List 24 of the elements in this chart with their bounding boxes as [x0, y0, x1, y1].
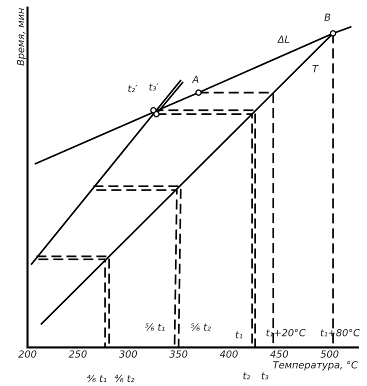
x-tick-label: 250: [68, 350, 87, 358]
annotation: ⁴⁄₆ t₁: [87, 374, 106, 382]
annotation: ⁵⁄₆ t₂: [190, 323, 211, 331]
annotation: t₁+20°C: [266, 328, 306, 336]
annotation: ⁴⁄₆ t₂: [114, 374, 134, 382]
annotation: t₁: [236, 331, 242, 338]
y-axis-title: Время, мин: [17, 8, 26, 66]
x-tick-label: 450: [270, 350, 288, 358]
annotation: t₃′: [149, 83, 159, 91]
annotation: t₂′: [128, 85, 138, 92]
x-tick-label: 350: [169, 350, 188, 358]
annotation: A: [192, 76, 198, 83]
annotation: ΔL: [277, 36, 290, 43]
x-axis-title: Температура, °C: [273, 361, 358, 370]
x-tick-label: 500: [320, 350, 338, 358]
annotation: t₃: [262, 372, 268, 380]
annotation: B: [324, 14, 330, 21]
annotation: T: [312, 65, 319, 72]
x-tick-label: 200: [18, 350, 36, 358]
annotation: t₁+80°C: [320, 328, 360, 336]
annotation: ⁵⁄₆ t₁: [145, 323, 165, 331]
x-tick-label: 400: [220, 350, 238, 358]
x-tick-label: 300: [118, 350, 138, 358]
annotation: t₂: [243, 372, 250, 380]
